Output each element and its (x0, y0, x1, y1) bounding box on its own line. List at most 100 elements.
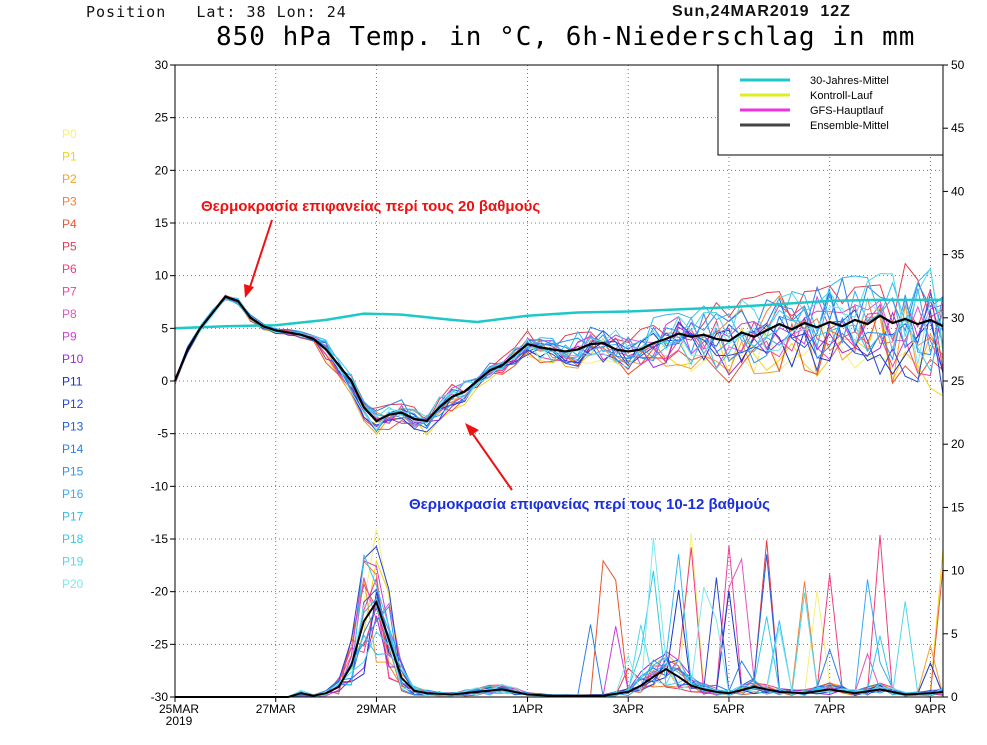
member-precip-line (175, 554, 944, 698)
y-axis-left: 30 25 20 15 10 5 0 -5 -10 -15 -20 -25 -30 (151, 58, 175, 704)
y-tick-label-right: 35 (951, 248, 965, 262)
climatology-line (174, 298, 943, 330)
member-precip-line (175, 592, 944, 698)
y-tick-label-left: -20 (151, 585, 169, 599)
member-label: P12 (62, 397, 84, 411)
x-tick-label: 7APR (814, 702, 846, 716)
x-tick-label: 25MAR (159, 702, 199, 716)
grid-lines (174, 65, 943, 697)
member-label: P17 (62, 510, 84, 524)
annotation-arrow-2 (469, 429, 513, 491)
member-temp-line (174, 298, 944, 432)
y-tick-label-right: 50 (951, 58, 965, 72)
y-tick-label-left: 5 (161, 321, 168, 335)
x-tick-label: 2019 (166, 714, 193, 728)
member-precip-line (175, 579, 944, 698)
member-precip-line (175, 545, 944, 698)
annotation-arrowhead-1 (244, 284, 254, 298)
x-tick-label: 29MAR (356, 702, 396, 716)
legend-label: 30-Jahres-Mittel (810, 75, 889, 87)
member-temp-line (174, 276, 944, 423)
y-tick-label-left: 20 (155, 163, 169, 177)
annotation-surface-temp-20: Θερμοκρασία επιφανείας περί τους 20 βαθμ… (201, 198, 540, 215)
legend-label: Kontroll-Lauf (810, 90, 873, 102)
member-label: P14 (62, 442, 84, 456)
x-tick-label: 27MAR (256, 702, 296, 716)
member-label: P16 (62, 487, 84, 501)
member-precip-line (175, 559, 944, 698)
member-label: P4 (62, 217, 77, 231)
y-tick-label-right: 0 (951, 690, 958, 704)
member-precip-line (175, 549, 944, 698)
annotation-arrowhead-2 (465, 423, 479, 436)
member-temp-line (174, 295, 944, 433)
member-temp-line (174, 296, 944, 431)
y-tick-label-left: 25 (155, 111, 169, 125)
member-label: P2 (62, 172, 77, 186)
member-label: P13 (62, 420, 84, 434)
member-temp-line (174, 295, 944, 435)
y-tick-label-right: 45 (951, 121, 965, 135)
member-temp-line (174, 297, 944, 433)
legend-label: Ensemble-Mittel (810, 120, 889, 132)
member-precip-line (175, 553, 944, 698)
member-label: P8 (62, 307, 77, 321)
legend-label: GFS-Hauptlauf (810, 105, 884, 117)
member-label: P3 (62, 195, 77, 209)
member-precip-line (175, 544, 944, 698)
y-tick-label-right: 40 (951, 184, 965, 198)
y-tick-label-left: -30 (151, 690, 169, 704)
annotation-surface-temp-10-12: Θερμοκρασία επιφανείας περί τους 10-12 β… (409, 496, 770, 513)
member-precip-line (175, 589, 944, 698)
member-label: P0 (62, 127, 77, 141)
member-label: P5 (62, 240, 77, 254)
member-labels: P0 P1 P2 P3 P4 P5 P6 P7 P8 P9 P10 P11 P12 P13 P14 P15 P1… (62, 127, 84, 591)
y-tick-label-left: -15 (151, 532, 169, 546)
member-precip-line (175, 557, 944, 698)
y-tick-label-right: 5 (951, 627, 958, 641)
member-temp-line (174, 262, 944, 424)
member-precip-line (175, 560, 944, 698)
y-tick-label-right: 30 (951, 311, 965, 325)
y-tick-label-right: 15 (951, 500, 965, 514)
member-precip-line (175, 559, 944, 698)
x-tick-label: 9APR (915, 702, 947, 716)
member-label: P10 (62, 352, 84, 366)
y-tick-label-left: -5 (157, 427, 168, 441)
member-label: P1 (62, 150, 77, 164)
y-tick-label-right: 25 (951, 374, 965, 388)
x-tick-label: 1APR (512, 702, 544, 716)
y-tick-label-left: 30 (155, 58, 169, 72)
member-label: P6 (62, 262, 77, 276)
member-temp-line (174, 297, 944, 437)
ensemble-mean-precip-line (175, 599, 944, 698)
legend: 30-Jahres-Mittel Kontroll-Lauf GFS-Hauptla… (717, 64, 944, 156)
y-tick-label-left: -25 (151, 637, 169, 651)
member-label: P15 (62, 465, 84, 479)
x-tick-label: 3APR (613, 702, 645, 716)
y-tick-label-right: 20 (951, 437, 965, 451)
member-label: P18 (62, 532, 84, 546)
x-tick-label: 5APR (713, 702, 745, 716)
y-tick-label-left: -10 (151, 479, 169, 493)
annotation-arrow-1 (248, 219, 273, 291)
annotations: Θερμοκρασία επιφανείας περί τους 20 βαθμ… (201, 198, 770, 513)
member-label: P9 (62, 330, 77, 344)
y-tick-label-left: 10 (155, 269, 169, 283)
member-precip-line (175, 554, 944, 698)
y-tick-label-left: 15 (155, 216, 169, 230)
position-label: Position Lat: 38 Lon: 24 (86, 3, 347, 21)
y-tick-label-left: 0 (161, 374, 168, 388)
member-label: P7 (62, 285, 77, 299)
member-temp-line (174, 298, 944, 437)
member-label: P11 (62, 375, 83, 389)
main-series (173, 295, 944, 698)
member-label: P20 (62, 577, 84, 591)
chart-title: 850 hPa Temp. in °C, 6h-Niederschlag in … (216, 22, 916, 52)
ensemble-precipitation-lines (175, 528, 944, 698)
member-temp-line (174, 299, 944, 431)
member-label: P19 (62, 555, 84, 569)
